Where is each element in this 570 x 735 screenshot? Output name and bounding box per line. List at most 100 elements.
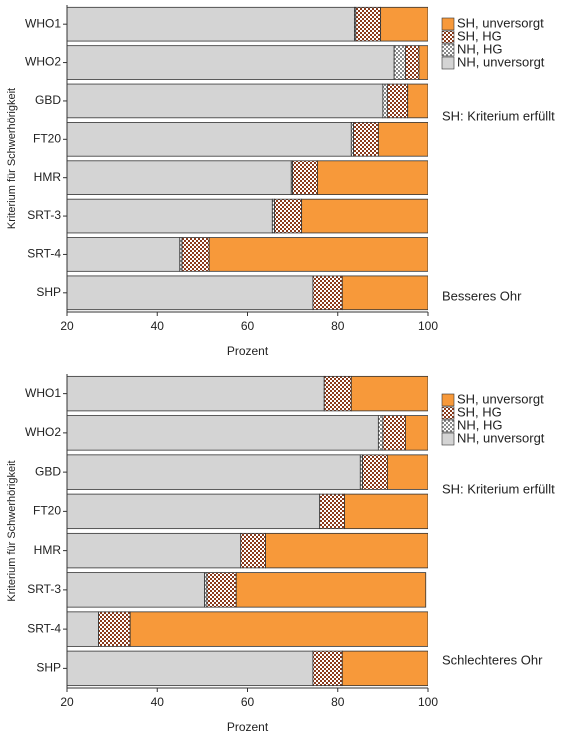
bar-segment	[67, 6, 355, 42]
bar-segment	[67, 122, 352, 157]
legend-swatch	[441, 56, 455, 70]
legend-label: SH, HG	[457, 28, 502, 43]
chart: WHO1 WHO2 GBD FT20 HMR SRT-3 SRT-4 SHP 20 40 60 80 1…	[6, 5, 555, 358]
bar-segment	[382, 83, 388, 119]
y-axis-label: Kriterium für Schwerhörigkeit	[6, 460, 18, 601]
annotation: SH: Kriterium erfüllt	[442, 108, 555, 123]
legend-swatch	[441, 393, 455, 407]
bar-segment	[67, 275, 314, 311]
bar-segment	[380, 6, 428, 42]
x-axis-label: Prozent	[227, 720, 269, 734]
bar-segment	[67, 237, 181, 272]
legend-swatch	[441, 17, 455, 31]
bar-segment	[292, 160, 318, 195]
x-tick-label: 100	[418, 695, 438, 709]
bars	[67, 6, 428, 311]
y-tick-label: WHO1	[25, 386, 61, 400]
bar-segment	[67, 650, 314, 687]
bar-segment	[301, 198, 428, 234]
bar-segment	[353, 122, 379, 157]
bar-segment	[67, 415, 379, 451]
y-tick-label: FT20	[33, 504, 61, 518]
bar-segment	[67, 160, 292, 195]
bar-segment	[341, 650, 428, 687]
y-tick-label: HMR	[34, 170, 62, 184]
bar-segment	[67, 572, 206, 608]
bar-segment	[235, 572, 427, 608]
x-tick-label: 20	[60, 695, 74, 709]
bar-segment	[274, 198, 303, 234]
legend-label: SH, HG	[457, 404, 502, 419]
legend-swatch	[441, 406, 455, 420]
x-tick-label: 80	[331, 319, 345, 333]
bar-segment	[386, 83, 409, 119]
bar-segment	[350, 375, 428, 412]
bar-segment	[312, 275, 343, 311]
bar-segment	[319, 493, 345, 530]
x-tick-label: 40	[151, 319, 165, 333]
x-tick-label: 40	[151, 695, 165, 709]
y-tick-label: WHO2	[25, 425, 61, 439]
legend-swatch	[441, 432, 455, 446]
subtitle: Besseres Ohr	[442, 288, 522, 303]
x-tick-label: 20	[60, 319, 74, 333]
bar-segment	[362, 454, 388, 490]
bar-segment	[181, 237, 210, 272]
bar-segment	[405, 415, 428, 451]
legend-swatch	[441, 419, 455, 433]
y-tick-label: SHP	[36, 661, 61, 675]
legend-label: NH, unversorgt	[457, 54, 545, 69]
y-tick-label: GBD	[35, 93, 61, 107]
legend-swatch	[441, 30, 455, 44]
bar-segment	[393, 45, 406, 80]
y-tick-label: GBD	[35, 464, 61, 478]
subtitle: Schlechteres Ohr	[442, 652, 543, 667]
bar-segment	[208, 237, 428, 272]
y-tick-label: SHP	[36, 285, 61, 299]
y-tick-label: WHO2	[25, 55, 61, 69]
bar-segment	[312, 650, 343, 687]
x-tick-label: 80	[331, 695, 345, 709]
bar-segment	[67, 45, 395, 80]
bar-segment	[382, 415, 406, 451]
x-tick-label: 60	[241, 695, 255, 709]
bar-segment	[67, 198, 273, 234]
bar-segment	[206, 572, 237, 608]
bar-segment	[67, 532, 242, 569]
y-tick-label: WHO1	[25, 16, 61, 30]
legend-label: SH, unversorgt	[457, 391, 544, 406]
bar-segment	[405, 45, 420, 80]
bar-segment	[344, 493, 428, 530]
bar-segment	[67, 493, 321, 530]
bar-segment	[407, 83, 428, 119]
bar-segment	[355, 6, 382, 42]
legend-label: NH, HG	[457, 417, 503, 432]
bars	[67, 375, 428, 687]
bar-segment	[240, 532, 266, 569]
y-tick-label: SRT-3	[27, 208, 61, 222]
bar-segment	[377, 122, 428, 157]
annotation: SH: Kriterium erfüllt	[442, 481, 555, 496]
chart: WHO1 WHO2 GBD FT20 HMR SRT-3 SRT-4 SHP 20 40 60 80 1…	[6, 374, 555, 734]
x-axis-label: Prozent	[227, 344, 269, 358]
bar-segment	[265, 532, 428, 569]
legend-label: SH, unversorgt	[457, 15, 544, 30]
bar-segment	[67, 454, 361, 490]
legend-swatch	[441, 43, 455, 57]
bar-segment	[129, 611, 428, 647]
bar-segment	[323, 375, 352, 412]
bar-segment	[418, 45, 428, 80]
x-tick-label: 100	[418, 319, 438, 333]
y-tick-label: FT20	[33, 131, 61, 145]
bar-segment	[377, 415, 384, 451]
x-tick-label: 60	[241, 319, 255, 333]
bar-segment	[67, 375, 325, 412]
y-tick-label: SRT-3	[27, 582, 61, 596]
bar-segment	[67, 83, 384, 119]
y-tick-label: SRT-4	[27, 621, 61, 635]
legend-label: NH, HG	[457, 41, 503, 56]
bar-segment	[317, 160, 428, 195]
y-tick-label: HMR	[34, 543, 62, 557]
legend-label: NH, unversorgt	[457, 430, 545, 445]
